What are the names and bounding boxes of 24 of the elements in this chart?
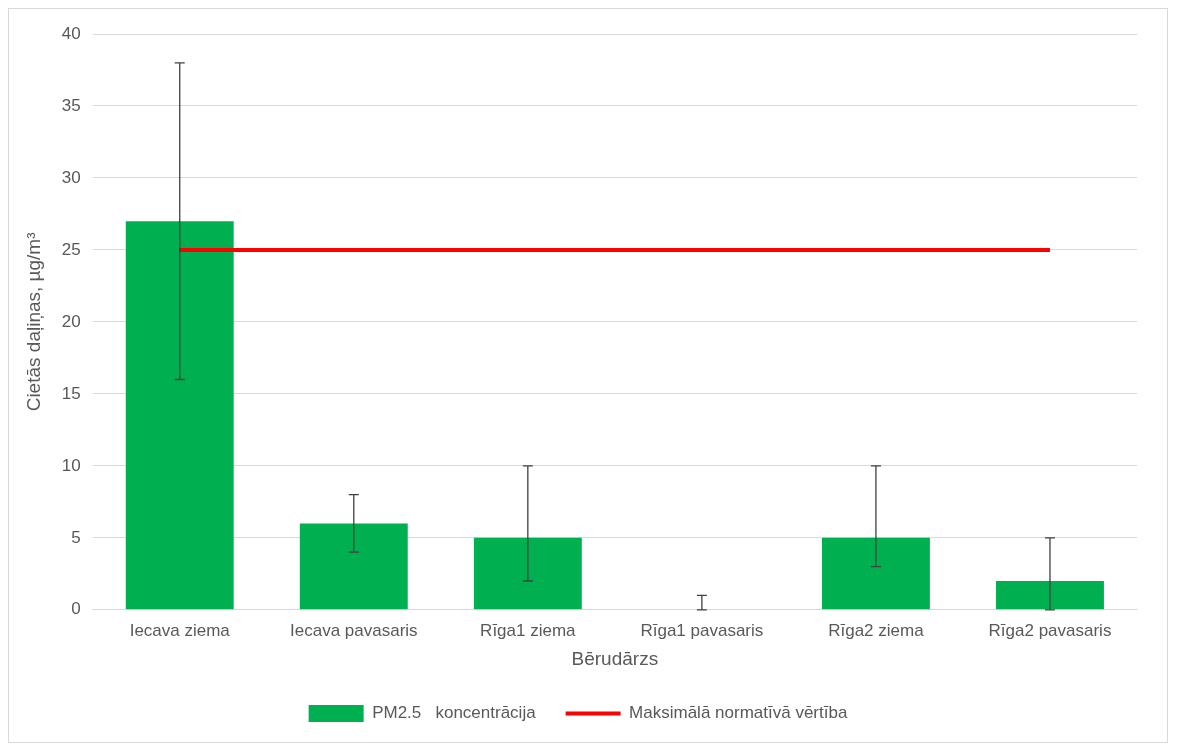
y-axis-title: Cietās daļiņas, µg/m³ bbox=[22, 232, 44, 412]
y-tick-label: 20 bbox=[61, 311, 81, 331]
y-tick-label: 5 bbox=[71, 527, 81, 547]
y-tick-label: 30 bbox=[61, 167, 81, 187]
x-tick-label: Iecava pavasaris bbox=[289, 620, 418, 640]
x-axis-title: Bērudārzs bbox=[571, 647, 659, 669]
x-tick-label: Iecava ziema bbox=[129, 620, 231, 640]
bar bbox=[821, 537, 930, 610]
y-tick-label: 10 bbox=[61, 455, 81, 475]
bar bbox=[473, 537, 582, 610]
bar bbox=[125, 221, 234, 610]
y-tick-label: 15 bbox=[61, 383, 81, 403]
y-tick-label: 0 bbox=[71, 599, 81, 619]
y-tick-label: 40 bbox=[61, 23, 81, 43]
x-tick-label: Rīga1 pavasaris bbox=[640, 620, 764, 640]
legend-label: PM2.5 koncentrācija bbox=[372, 703, 537, 723]
y-tick-label: 25 bbox=[61, 239, 81, 259]
x-tick-label: Rīga1 ziema bbox=[480, 620, 577, 640]
legend-label: Maksimālā normatīvā vērtība bbox=[629, 703, 848, 723]
bar bbox=[299, 523, 408, 610]
x-tick-label: Rīga2 ziema bbox=[828, 620, 925, 640]
y-tick-label: 35 bbox=[61, 95, 81, 115]
x-tick-label: Rīga2 pavasaris bbox=[988, 620, 1112, 640]
bar bbox=[996, 581, 1104, 610]
